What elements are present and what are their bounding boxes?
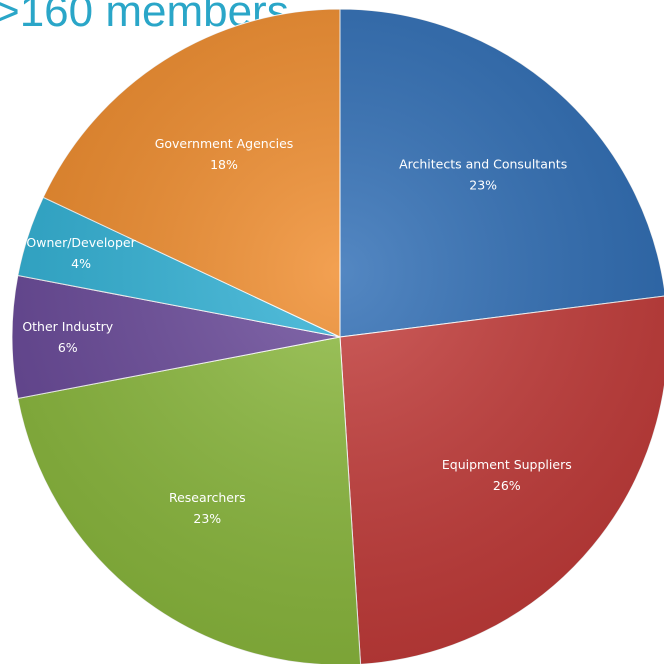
slice-value-researchers: 23% <box>193 511 221 526</box>
slice-label-equipment-suppliers: Equipment Suppliers <box>442 457 572 472</box>
slice-value-architects-and-consultants: 23% <box>469 178 497 193</box>
slice-label-owner-developer: Owner/Developer <box>26 235 136 250</box>
slice-label-government-agencies: Government Agencies <box>155 136 294 151</box>
slice-label-other-industry: Other Industry <box>22 319 113 334</box>
slice-value-equipment-suppliers: 26% <box>493 478 521 493</box>
slice-label-architects-and-consultants: Architects and Consultants <box>399 157 567 172</box>
slice-value-other-industry: 6% <box>58 340 78 355</box>
slice-label-researchers: Researchers <box>169 490 246 505</box>
slice-value-government-agencies: 18% <box>210 157 238 172</box>
pie-slice-architects-and-consultants <box>339 8 664 338</box>
slice-value-owner-developer: 4% <box>71 256 91 271</box>
